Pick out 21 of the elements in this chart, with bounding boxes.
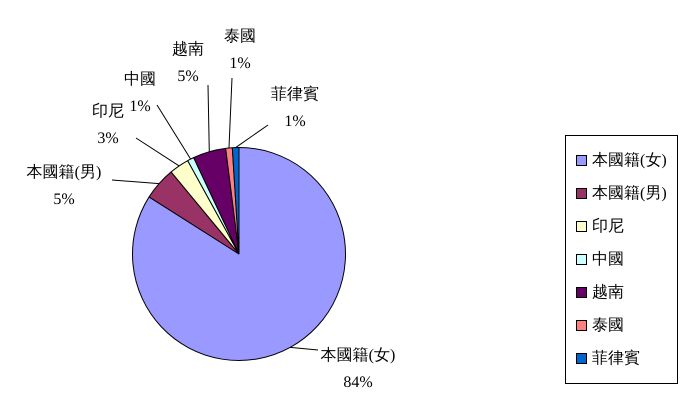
- legend-label: 本國籍(女): [592, 150, 667, 171]
- legend-label: 菲律賓: [592, 348, 640, 369]
- data-label: 5%: [177, 68, 199, 86]
- slice-label: 中國: [124, 70, 156, 88]
- slice-label: 本國籍(男): [26, 163, 102, 182]
- data-label: 1%: [229, 55, 251, 72]
- data-label: 1%: [129, 98, 151, 116]
- data-label: 3%: [97, 130, 119, 148]
- legend-label: 中國: [592, 250, 624, 270]
- data-label: 84%: [343, 374, 373, 392]
- slice-label: 印尼: [92, 102, 124, 120]
- slice-label: 越南: [172, 40, 204, 58]
- slice-label: 泰國: [224, 28, 256, 46]
- legend-label: 泰國: [592, 316, 624, 336]
- legend-label: 越南: [592, 282, 624, 303]
- data-label: 1%: [284, 113, 306, 130]
- slice-label: 菲律賓: [271, 85, 319, 104]
- legend-label: 本國籍(男): [592, 184, 667, 204]
- slice-label: 本國籍(女): [320, 346, 396, 364]
- data-label: 5%: [53, 191, 75, 208]
- legend-label: 印尼: [592, 216, 624, 237]
